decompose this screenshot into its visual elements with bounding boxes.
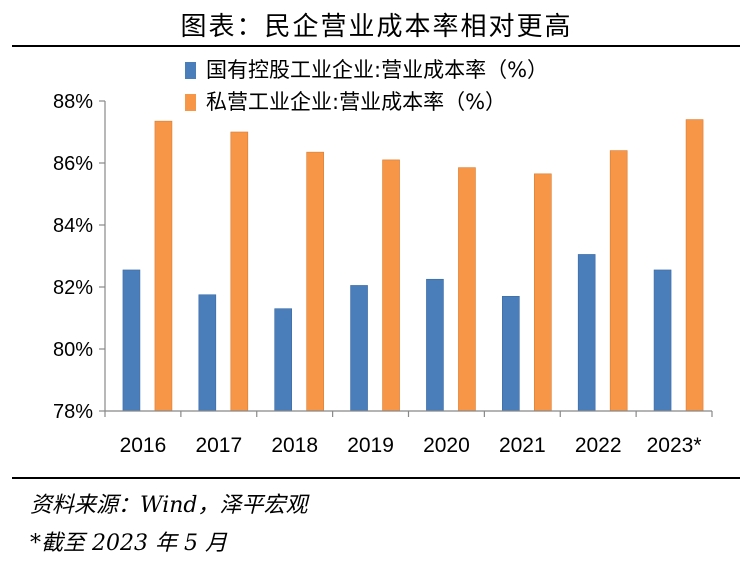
chart-title: 图表：民企营业成本率相对更高 — [180, 12, 573, 42]
y-axis: 78% 80% 82% 84% 86% 88% — [53, 91, 106, 423]
legend-label: 私营工业企业:营业成本率（%） — [206, 90, 506, 114]
x-tick-label: 2019 — [347, 434, 394, 457]
bars — [122, 119, 704, 412]
x-axis: 2016 2017 2018 2019 2020 2021 2022 2023* — [104, 410, 713, 457]
bar-soe — [122, 269, 141, 412]
bar-soe — [426, 278, 444, 412]
bar-soe — [274, 308, 292, 412]
bar-private — [609, 150, 628, 412]
bar-soe — [350, 285, 368, 412]
x-tick-label: 2018 — [271, 434, 318, 457]
legend: 国有控股工业企业:营业成本率（%） 私营工业企业:营业成本率（%） — [185, 58, 548, 114]
bar-private — [534, 173, 552, 412]
source-note: 资料来源：Wind，泽平宏观 — [30, 493, 308, 518]
y-tick-label: 82% — [53, 277, 93, 299]
footer-divider — [12, 477, 740, 479]
legend-label: 国有控股工业企业:营业成本率（%） — [206, 58, 548, 82]
y-tick-label: 86% — [53, 153, 93, 175]
bar-soe — [502, 295, 520, 412]
legend-swatch — [185, 62, 196, 79]
legend-swatch — [185, 94, 196, 111]
x-tick-label: 2020 — [423, 434, 470, 457]
x-tick-label: 2022 — [575, 434, 622, 457]
bar-private — [382, 159, 400, 412]
y-tick-label: 88% — [53, 91, 93, 113]
y-tick-label: 84% — [53, 215, 93, 237]
notes: 资料来源：Wind，泽平宏观 *截至 2023 年 5 月 — [30, 487, 308, 563]
footnote: *截至 2023 年 5 月 — [30, 531, 227, 556]
bar-soe — [653, 269, 672, 412]
x-tick-label: 2021 — [499, 434, 546, 457]
bar-private — [685, 119, 704, 412]
bar-private — [154, 120, 173, 412]
bar-private — [230, 131, 249, 412]
x-tick-label: 2017 — [195, 434, 242, 457]
bar-soe — [198, 294, 217, 412]
bar-soe — [577, 254, 596, 412]
x-tick-label: 2016 — [120, 434, 167, 457]
bar-private — [458, 167, 476, 412]
y-tick-label: 80% — [53, 339, 93, 361]
x-tick-label: 2023* — [647, 434, 702, 457]
y-tick-label: 78% — [53, 401, 93, 423]
bar-private — [306, 151, 324, 412]
title-divider — [12, 45, 740, 47]
